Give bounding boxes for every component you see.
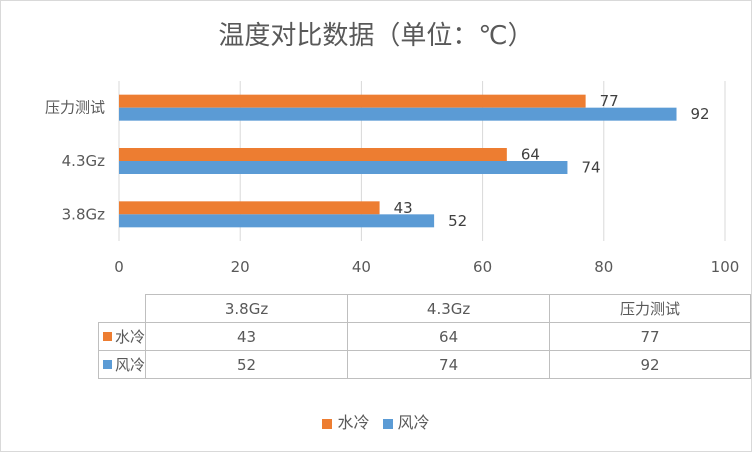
x-tick-label: 60: [473, 258, 492, 276]
x-tick-label: 80: [594, 258, 613, 276]
data-label: 64: [521, 146, 540, 164]
legend-swatch: [382, 418, 393, 429]
table-cell: 52: [145, 350, 349, 379]
bar: [119, 107, 677, 121]
series-swatch: [103, 332, 112, 341]
data-label: 77: [600, 92, 619, 110]
table-row: 风冷 52 74 92: [97, 350, 751, 379]
table-cell: 43: [145, 322, 349, 351]
data-label: 52: [448, 212, 467, 230]
series-name: 水冷: [115, 328, 146, 346]
table-header-cell: 3.8Gz: [145, 294, 349, 323]
table-row-header: 水冷: [97, 322, 147, 351]
legend-label: 水冷: [337, 413, 370, 432]
x-tick-label: 0: [114, 258, 124, 276]
bar: [119, 161, 568, 174]
table-header-cell: 压力测试: [549, 294, 751, 323]
series-swatch: [103, 360, 112, 369]
table-cell: 77: [549, 322, 751, 351]
table-header-cell: 4.3Gz: [347, 294, 551, 323]
y-tick-label: 4.3Gz: [62, 152, 105, 170]
legend-label: 风冷: [397, 413, 430, 432]
table-corner: [98, 294, 147, 323]
x-tick-label: 100: [711, 258, 740, 276]
bar: [119, 201, 380, 215]
bar: [119, 94, 586, 108]
data-label: 74: [581, 159, 600, 177]
table-row: 水冷 43 64 77: [97, 322, 751, 351]
y-tick-label: 3.8Gz: [62, 205, 105, 223]
legend: 水冷 风冷: [1, 409, 751, 433]
table-cell: 64: [347, 322, 551, 351]
bars: [119, 94, 677, 228]
bar: [119, 148, 507, 161]
data-label: 92: [691, 105, 710, 123]
table-header-row: 3.8Gz 4.3Gz 压力测试: [98, 294, 751, 323]
data-label: 43: [394, 199, 413, 217]
bar: [119, 214, 435, 228]
chart-title: 温度对比数据（单位：℃）: [218, 21, 534, 51]
data-table: 3.8Gz 4.3Gz 压力测试 水冷 43 64 77 风冷 52 74 92: [97, 294, 751, 379]
table-row-header: 风冷: [97, 350, 147, 379]
series-name: 风冷: [115, 356, 146, 374]
table-cell: 92: [549, 350, 751, 379]
table-cell: 74: [347, 350, 551, 379]
legend-item: 水冷: [322, 409, 369, 433]
legend-swatch: [322, 418, 333, 429]
legend-item: 风冷: [382, 409, 430, 433]
x-tick-label: 20: [231, 258, 250, 276]
labels: 0 20 40 60 80 100 3.8Gz 43 52 4.3Gz 64 74 压力测试 77 92: [45, 92, 739, 276]
x-tick-label: 40: [352, 258, 371, 276]
y-tick-label: 压力测试: [45, 99, 105, 117]
